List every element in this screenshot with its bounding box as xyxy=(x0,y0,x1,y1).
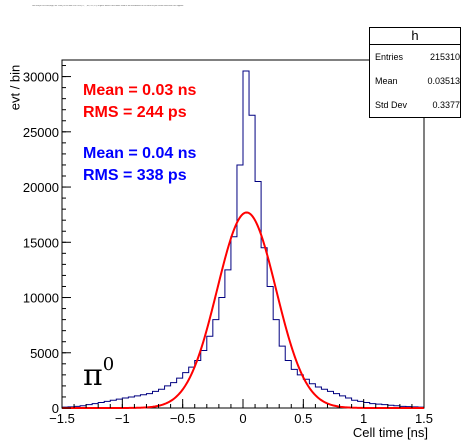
x-tick-label: −0.5 xyxy=(170,411,196,426)
x-axis-label: Cell time [ns] xyxy=(352,425,428,440)
stats-value: 0.03513 xyxy=(427,76,460,86)
x-tick-label: 0 xyxy=(239,411,246,426)
stats-row-mean: Mean 0.03513 xyxy=(370,69,460,93)
stats-label: Std Dev xyxy=(375,100,408,110)
y-tick-label: 5000 xyxy=(30,346,59,361)
x-tick-label: 1.5 xyxy=(415,411,433,426)
hist-mean-annotation: Mean = 0.04 ns xyxy=(83,145,197,162)
hist-rms-annotation: RMS = 338 ps xyxy=(83,167,187,184)
stats-title: h xyxy=(370,28,460,45)
y-tick-label: 0 xyxy=(52,401,59,416)
stats-label: Mean xyxy=(375,76,398,86)
y-tick-label: 20000 xyxy=(23,180,59,195)
particle-label: π0 xyxy=(83,354,115,393)
fit-mean-annotation: Mean = 0.03 ns xyxy=(83,82,197,99)
stats-value: 215310 xyxy=(429,52,460,62)
y-tick-label: 25000 xyxy=(23,125,59,140)
y-tick-label: 15000 xyxy=(23,235,59,250)
stats-value: 0.3377 xyxy=(432,100,460,110)
x-tick-label: 0.5 xyxy=(294,411,312,426)
gaussian-fit-curve xyxy=(62,211,424,409)
stats-row-stddev: Std Dev 0.3377 xyxy=(370,93,460,117)
stats-box: h Entries 215310 Mean 0.03513 Std Dev 0.… xyxy=(369,27,461,118)
stats-label: Entries xyxy=(375,52,404,62)
x-tick-label: 1 xyxy=(360,411,367,426)
stats-row-entries: Entries 215310 xyxy=(370,45,460,69)
y-axis-label: evt / bin xyxy=(7,64,23,111)
top-caption: cellTime{hCell.ID&lt;&gt;Cell.Time} hCel… xyxy=(32,5,184,7)
y-tick-label: 10000 xyxy=(23,291,59,306)
x-tick-label: −1 xyxy=(115,411,130,426)
y-tick-label: 30000 xyxy=(23,70,59,85)
fit-rms-annotation: RMS = 244 ps xyxy=(83,104,187,121)
x-tick-label: −1.5 xyxy=(49,411,75,426)
